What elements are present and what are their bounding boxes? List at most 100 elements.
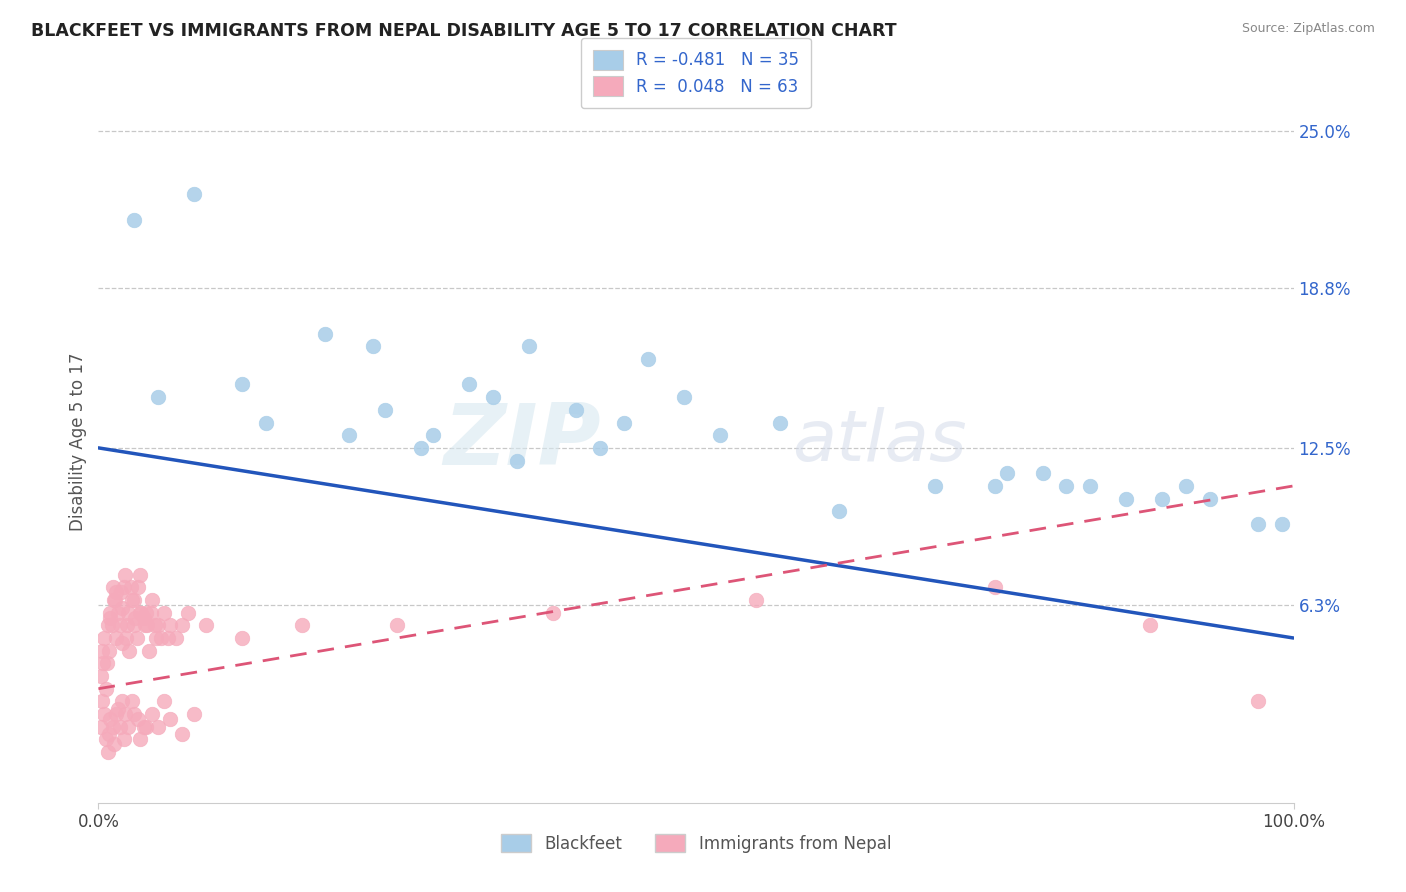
Point: [374, 402, 396, 417]
Text: atlas: atlas: [792, 407, 966, 476]
Point: [112, 580, 135, 594]
Point: [121, 694, 143, 708]
Point: [165, 631, 187, 645]
Point: [112, 732, 135, 747]
Point: [984, 580, 1007, 594]
Point: [91, 643, 114, 657]
Point: [135, 720, 157, 734]
Point: [589, 441, 612, 455]
Point: [129, 567, 152, 582]
Point: [385, 618, 409, 632]
Point: [110, 585, 132, 599]
Text: Source: ZipAtlas.com: Source: ZipAtlas.com: [1241, 22, 1375, 36]
Point: [98, 712, 122, 726]
Point: [145, 631, 167, 645]
Point: [101, 580, 124, 594]
Point: [673, 390, 696, 404]
Point: [120, 580, 142, 594]
Point: [995, 467, 1018, 481]
Point: [98, 611, 122, 625]
Point: [91, 657, 114, 671]
Point: [124, 593, 146, 607]
Point: [541, 606, 564, 620]
Point: [1032, 467, 1054, 481]
Point: [132, 611, 155, 625]
Point: [139, 606, 162, 620]
Point: [129, 732, 152, 747]
Point: [118, 643, 141, 657]
Point: [159, 618, 181, 632]
Point: [1152, 491, 1174, 506]
Point: [565, 402, 588, 417]
Point: [254, 416, 277, 430]
Point: [93, 707, 115, 722]
Point: [315, 326, 337, 341]
Point: [1080, 479, 1102, 493]
Point: [148, 720, 170, 734]
Point: [183, 707, 205, 722]
Point: [709, 428, 731, 442]
Point: [363, 339, 385, 353]
Point: [1247, 694, 1270, 708]
Point: [156, 631, 179, 645]
Point: [637, 352, 659, 367]
Point: [124, 212, 146, 227]
Point: [131, 606, 153, 620]
Point: [96, 657, 118, 671]
Legend: Blackfeet, Immigrants from Nepal: Blackfeet, Immigrants from Nepal: [494, 828, 898, 860]
Point: [90, 720, 112, 734]
Point: [115, 618, 138, 632]
Point: [153, 694, 176, 708]
Point: [98, 606, 122, 620]
Point: [422, 428, 444, 442]
Point: [141, 707, 163, 722]
Point: [124, 707, 146, 722]
Point: [183, 187, 205, 202]
Point: [108, 720, 131, 734]
Point: [101, 720, 124, 734]
Point: [613, 416, 636, 430]
Point: [138, 643, 160, 657]
Point: [172, 618, 194, 632]
Point: [745, 593, 768, 607]
Point: [149, 631, 172, 645]
Point: [159, 712, 181, 726]
Point: [108, 618, 131, 632]
Point: [98, 643, 121, 657]
Point: [93, 631, 115, 645]
Point: [984, 479, 1007, 493]
Point: [924, 479, 946, 493]
Point: [1199, 491, 1222, 506]
Point: [107, 702, 129, 716]
Point: [132, 720, 155, 734]
Point: [1175, 479, 1198, 493]
Point: [482, 390, 505, 404]
Point: [105, 585, 128, 599]
Point: [769, 416, 792, 430]
Point: [153, 606, 176, 620]
Point: [91, 694, 114, 708]
Point: [141, 593, 163, 607]
Point: [121, 593, 143, 607]
Point: [117, 720, 139, 734]
Point: [98, 727, 121, 741]
Point: [127, 712, 149, 726]
Point: [1247, 516, 1270, 531]
Point: [195, 618, 218, 632]
Point: [105, 707, 128, 722]
Point: [94, 732, 117, 747]
Point: [1271, 516, 1294, 531]
Point: [104, 593, 127, 607]
Point: [114, 567, 136, 582]
Point: [1115, 491, 1137, 506]
Point: [97, 745, 120, 759]
Point: [94, 681, 117, 696]
Point: [127, 580, 149, 594]
Text: ZIP: ZIP: [443, 400, 600, 483]
Text: BLACKFEET VS IMMIGRANTS FROM NEPAL DISABILITY AGE 5 TO 17 CORRELATION CHART: BLACKFEET VS IMMIGRANTS FROM NEPAL DISAB…: [31, 22, 897, 40]
Point: [517, 339, 540, 353]
Point: [828, 504, 851, 518]
Point: [114, 707, 136, 722]
Point: [105, 631, 128, 645]
Point: [291, 618, 314, 632]
